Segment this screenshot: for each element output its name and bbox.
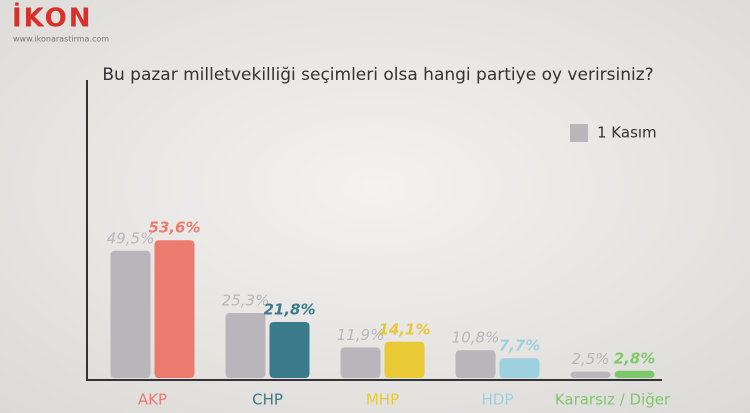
x-tick-label: CHP bbox=[252, 391, 283, 409]
bar bbox=[110, 250, 151, 378]
legend-label: 1 Kasım bbox=[597, 124, 657, 142]
x-tick-label: AKP bbox=[138, 391, 167, 409]
legend-swatch bbox=[570, 124, 588, 142]
x-tick-label: Kararsız / Diğer bbox=[555, 391, 671, 409]
bar bbox=[614, 370, 655, 378]
bar bbox=[225, 312, 266, 378]
value-label: 2,5% bbox=[571, 350, 609, 368]
logo-url: www.ikonarastirma.com bbox=[13, 35, 109, 44]
bar bbox=[570, 371, 611, 378]
bar bbox=[499, 358, 540, 378]
bar bbox=[455, 350, 496, 378]
value-label: 25,3% bbox=[222, 291, 270, 309]
x-tick-label: MHP bbox=[366, 391, 399, 409]
value-label: 49,5% bbox=[107, 229, 155, 247]
value-label: 53,6% bbox=[148, 219, 200, 237]
value-label: 2,8% bbox=[614, 349, 656, 367]
value-label: 14,1% bbox=[378, 320, 430, 338]
bar bbox=[154, 240, 195, 378]
value-label: 7,7% bbox=[499, 337, 541, 355]
value-label: 11,9% bbox=[337, 326, 385, 344]
bar bbox=[340, 347, 381, 378]
value-label: 10,8% bbox=[452, 329, 500, 347]
bar bbox=[269, 321, 310, 378]
logo: İKON bbox=[12, 2, 93, 34]
chart-title: Bu pazar milletvekilliği seçimleri olsa … bbox=[102, 65, 653, 85]
value-label: 21,8% bbox=[263, 300, 315, 318]
bar bbox=[384, 341, 425, 378]
x-tick-label: HDP bbox=[482, 391, 514, 409]
